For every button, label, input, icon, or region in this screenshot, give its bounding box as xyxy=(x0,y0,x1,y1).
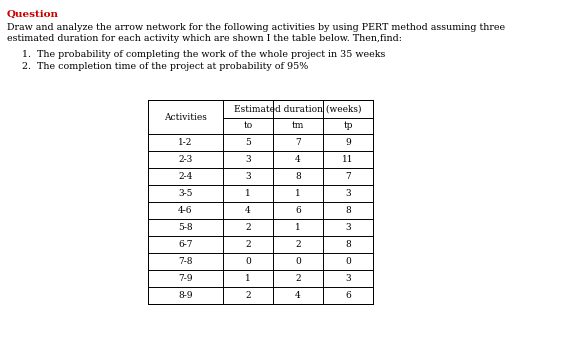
Text: 1: 1 xyxy=(245,274,251,283)
Text: to: to xyxy=(244,121,253,131)
Text: 9: 9 xyxy=(345,138,351,147)
Text: 3: 3 xyxy=(245,155,251,164)
Text: 4: 4 xyxy=(245,206,251,215)
Text: 3-5: 3-5 xyxy=(178,189,193,198)
Text: 7-9: 7-9 xyxy=(178,274,193,283)
Text: 2-4: 2-4 xyxy=(179,172,193,181)
Text: tm: tm xyxy=(292,121,304,131)
Text: 3: 3 xyxy=(245,172,251,181)
Text: 2: 2 xyxy=(245,291,251,300)
Text: Activities: Activities xyxy=(164,113,207,121)
Text: 4: 4 xyxy=(295,291,301,300)
Text: 4: 4 xyxy=(295,155,301,164)
Text: 0: 0 xyxy=(295,257,301,266)
Bar xyxy=(148,100,373,304)
Text: 3: 3 xyxy=(345,189,351,198)
Text: 8: 8 xyxy=(345,240,351,249)
Text: 2: 2 xyxy=(295,240,301,249)
Text: 6-7: 6-7 xyxy=(178,240,193,249)
Text: 1.  The probability of completing the work of the whole project in 35 weeks: 1. The probability of completing the wor… xyxy=(22,50,385,59)
Text: 5: 5 xyxy=(245,138,251,147)
Text: 3: 3 xyxy=(345,274,351,283)
Text: 2: 2 xyxy=(295,274,301,283)
Text: 7: 7 xyxy=(345,172,351,181)
Text: 7-8: 7-8 xyxy=(178,257,193,266)
Text: 1: 1 xyxy=(295,223,301,232)
Text: 8: 8 xyxy=(345,206,351,215)
Text: 1-2: 1-2 xyxy=(179,138,193,147)
Text: Draw and analyze the arrow network for the following activities by using PERT me: Draw and analyze the arrow network for t… xyxy=(7,23,505,32)
Text: Question: Question xyxy=(7,10,59,19)
Text: 5-8: 5-8 xyxy=(178,223,193,232)
Text: Estimated duration (weeks): Estimated duration (weeks) xyxy=(234,104,362,114)
Text: 6: 6 xyxy=(295,206,301,215)
Text: 2: 2 xyxy=(245,240,251,249)
Text: tp: tp xyxy=(343,121,353,131)
Text: 4-6: 4-6 xyxy=(178,206,193,215)
Text: 7: 7 xyxy=(295,138,301,147)
Text: 3: 3 xyxy=(345,223,351,232)
Text: estimated duration for each activity which are shown I the table below. Then,fin: estimated duration for each activity whi… xyxy=(7,34,402,43)
Text: 11: 11 xyxy=(342,155,354,164)
Text: 1: 1 xyxy=(245,189,251,198)
Text: 0: 0 xyxy=(245,257,251,266)
Text: 8: 8 xyxy=(295,172,301,181)
Text: 6: 6 xyxy=(345,291,351,300)
Text: 0: 0 xyxy=(345,257,351,266)
Text: 2: 2 xyxy=(245,223,251,232)
Text: 1: 1 xyxy=(295,189,301,198)
Text: 2-3: 2-3 xyxy=(179,155,192,164)
Text: 8-9: 8-9 xyxy=(178,291,193,300)
Text: 2.  The completion time of the project at probability of 95%: 2. The completion time of the project at… xyxy=(22,62,308,71)
